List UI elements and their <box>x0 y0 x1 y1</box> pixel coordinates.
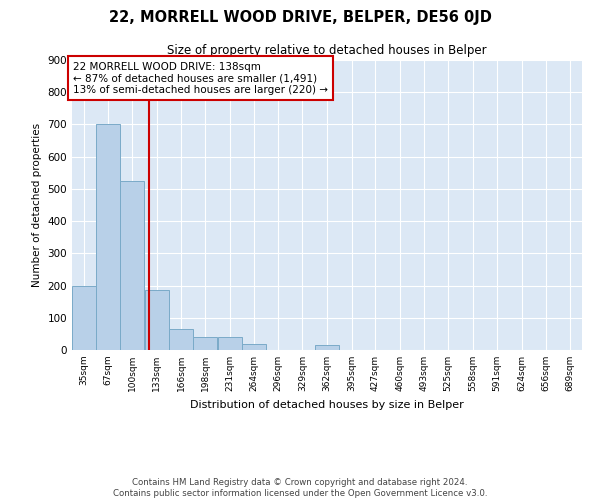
Bar <box>193 337 217 350</box>
Bar <box>72 286 96 350</box>
Y-axis label: Number of detached properties: Number of detached properties <box>32 123 42 287</box>
Bar <box>121 181 144 350</box>
X-axis label: Distribution of detached houses by size in Belper: Distribution of detached houses by size … <box>190 400 464 409</box>
Bar <box>315 345 339 350</box>
Title: Size of property relative to detached houses in Belper: Size of property relative to detached ho… <box>167 44 487 58</box>
Bar <box>218 337 242 350</box>
Text: 22 MORRELL WOOD DRIVE: 138sqm
← 87% of detached houses are smaller (1,491)
13% o: 22 MORRELL WOOD DRIVE: 138sqm ← 87% of d… <box>73 62 328 95</box>
Bar <box>145 290 169 350</box>
Bar <box>96 124 119 350</box>
Text: Contains HM Land Registry data © Crown copyright and database right 2024.
Contai: Contains HM Land Registry data © Crown c… <box>113 478 487 498</box>
Bar <box>169 329 193 350</box>
Text: 22, MORRELL WOOD DRIVE, BELPER, DE56 0JD: 22, MORRELL WOOD DRIVE, BELPER, DE56 0JD <box>109 10 491 25</box>
Bar <box>242 344 266 350</box>
